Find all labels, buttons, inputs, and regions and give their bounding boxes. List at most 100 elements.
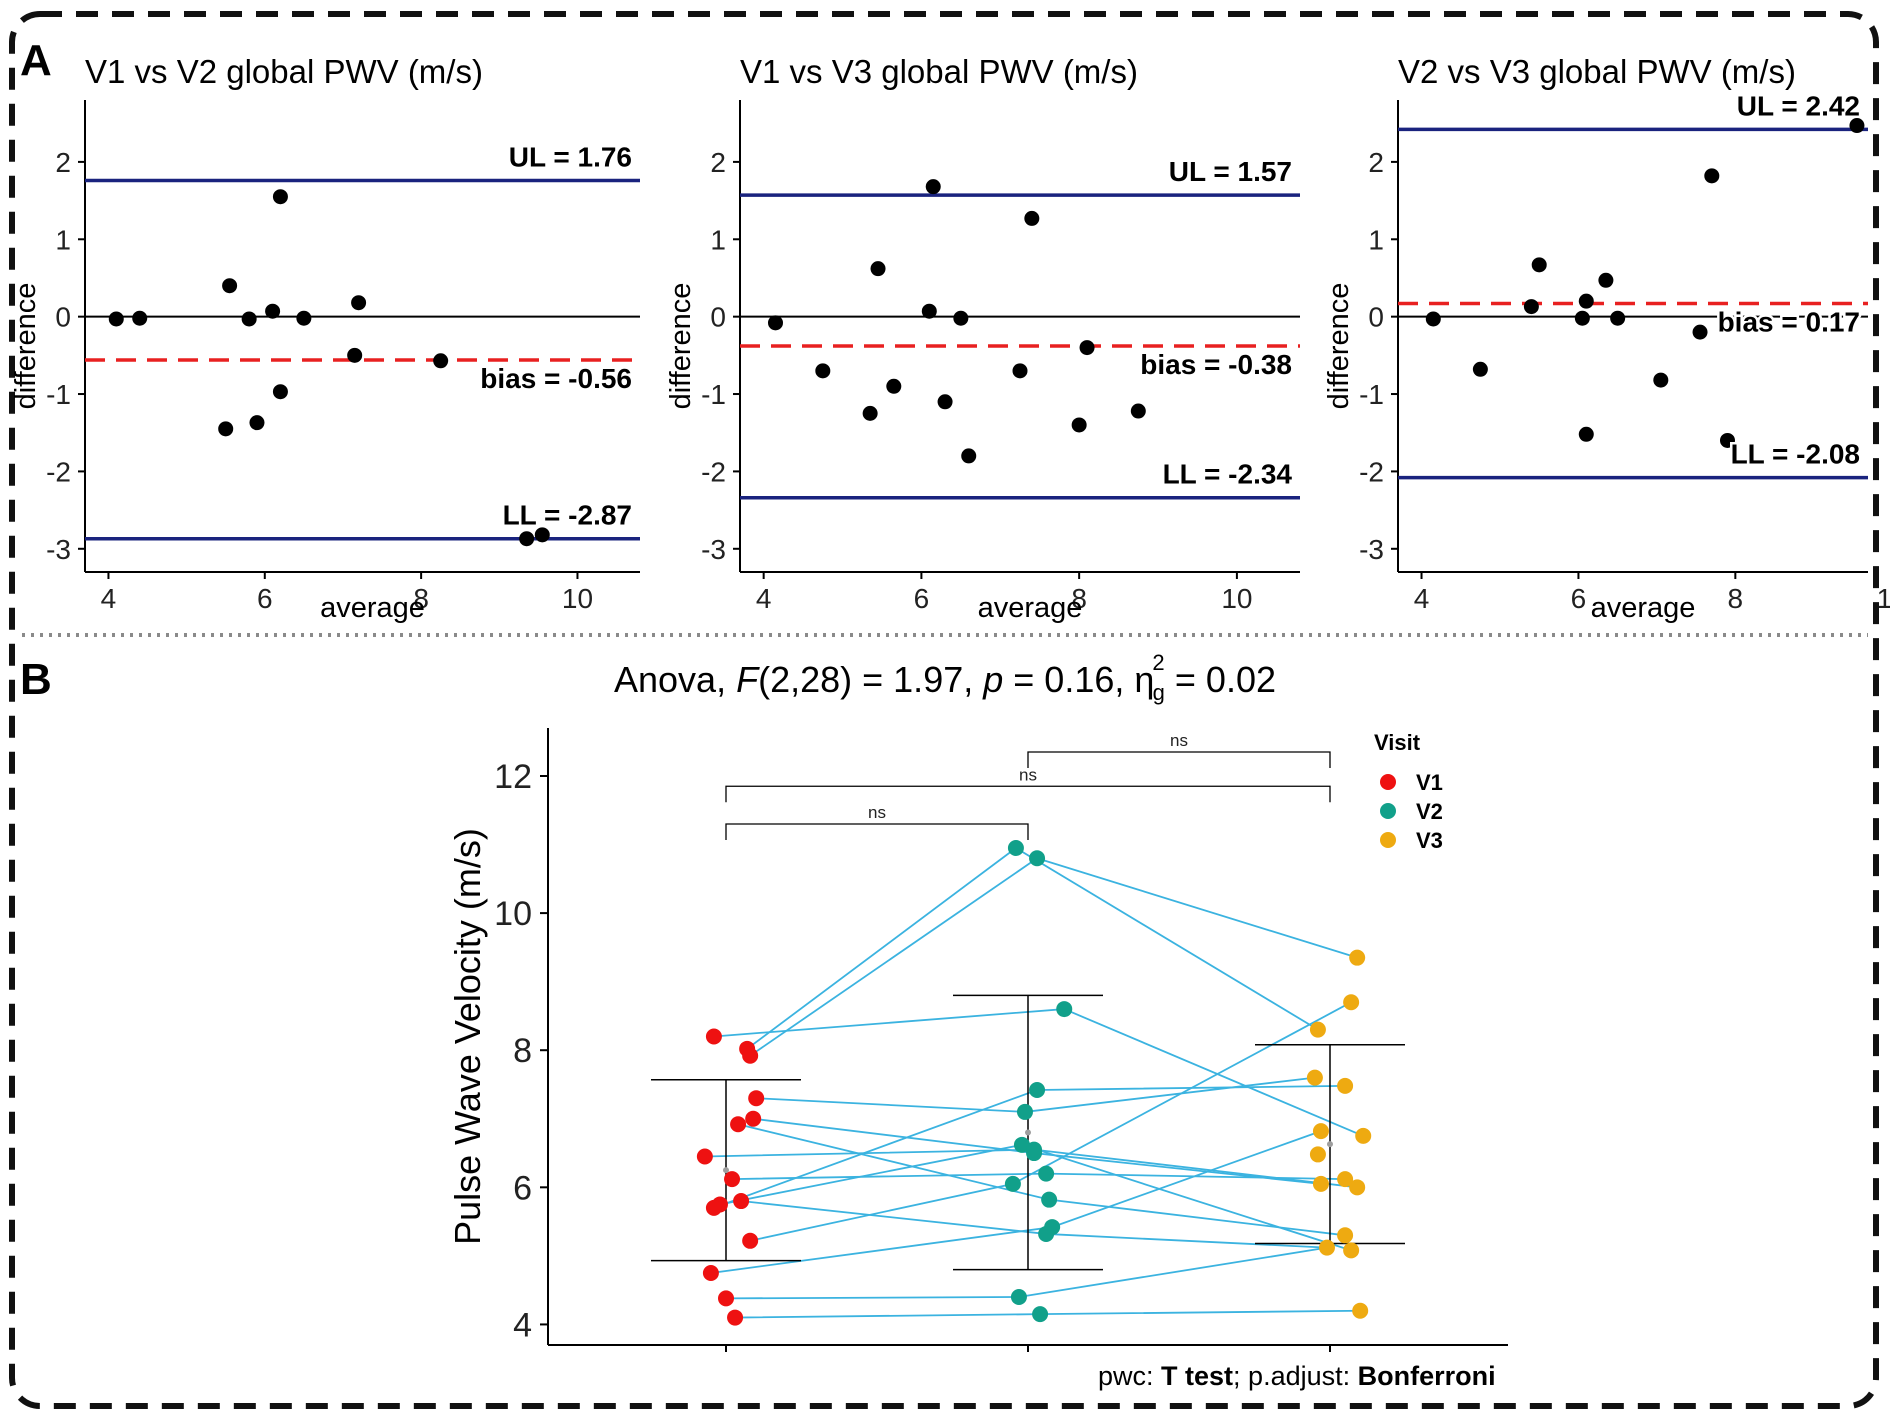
y-tick-label: 4	[513, 1306, 532, 1344]
data-point-v2	[1007, 839, 1024, 856]
x-tick-label: 8	[1071, 583, 1087, 614]
data-point-v2	[1032, 1306, 1049, 1323]
y-axis-label: difference	[10, 283, 42, 410]
data-point	[433, 353, 449, 369]
data-point-v3	[1352, 1302, 1369, 1319]
data-point-v3	[1337, 1227, 1354, 1244]
data-point	[1719, 432, 1735, 448]
legend-marker-v2	[1380, 803, 1396, 819]
data-point	[1574, 310, 1590, 326]
data-point-v1	[705, 1199, 722, 1216]
x-tick-label: 4	[101, 583, 117, 614]
data-point	[1079, 340, 1095, 356]
x-tick-label: 8	[413, 583, 429, 614]
data-point-v3	[1349, 1179, 1366, 1196]
data-point-v3	[1306, 1069, 1323, 1086]
data-point	[921, 303, 937, 319]
x-axis-label: average	[1591, 592, 1696, 624]
data-point-v3	[1355, 1127, 1372, 1144]
data-point-v1	[745, 1110, 762, 1127]
significance-label: ns	[868, 803, 886, 822]
data-point	[1578, 293, 1594, 309]
data-point	[272, 189, 288, 205]
significance-bracket	[1027, 751, 1331, 768]
x-tick-label: 4	[1414, 583, 1430, 614]
y-tick-label: -2	[46, 456, 71, 487]
bias-label: bias = -0.38	[1140, 349, 1292, 380]
ll-label: LL = -2.08	[1731, 439, 1860, 470]
data-point	[265, 303, 281, 319]
data-point-v1	[724, 1171, 741, 1188]
data-point-v1	[748, 1090, 765, 1107]
data-point	[218, 421, 234, 437]
y-tick-label: -1	[701, 379, 726, 410]
data-point-v2	[1029, 1081, 1046, 1098]
mean-marker	[1327, 1141, 1333, 1148]
y-tick-label: 0	[1368, 302, 1384, 333]
data-point	[241, 311, 257, 327]
x-axis-label: average	[978, 592, 1083, 624]
bias-label: bias = -0.56	[480, 363, 632, 394]
y-tick-label: -2	[701, 456, 726, 487]
y-tick-label: 6	[513, 1169, 532, 1207]
x-tick-label: 10	[1221, 583, 1252, 614]
data-point	[1578, 426, 1594, 442]
data-point	[1425, 311, 1441, 327]
data-point-v3	[1309, 1146, 1326, 1163]
y-tick-label: 0	[55, 302, 71, 333]
data-point-v1	[702, 1265, 719, 1282]
data-point	[937, 394, 953, 410]
data-point-v2	[1010, 1289, 1027, 1306]
data-point-v2	[1029, 850, 1046, 867]
significance-label: ns	[1170, 731, 1188, 750]
data-point-v2	[1004, 1175, 1021, 1192]
data-point-v1	[705, 1028, 722, 1045]
figure-border	[9, 11, 1879, 1409]
ul-label: UL = 1.57	[1169, 156, 1292, 187]
bland-altman-plot-v1-v2: V1 vs V2 global PWV (m/s) -3 -2 -1 0 1 2 4 6 8 10 a…	[10, 53, 640, 624]
data-point-v3	[1343, 1242, 1360, 1259]
legend-title: Visit	[1374, 730, 1421, 755]
data-point	[1024, 210, 1040, 226]
data-point-v2	[1016, 1103, 1033, 1120]
y-tick-label: 1	[710, 224, 726, 255]
data-point	[1472, 361, 1488, 377]
data-point	[108, 311, 124, 327]
data-point-v3	[1318, 1239, 1335, 1256]
y-tick-label: 2	[55, 147, 71, 178]
data-point	[1531, 257, 1547, 273]
ul-label: UL = 2.42	[1737, 90, 1860, 121]
x-tick-label: 6	[1571, 583, 1587, 614]
legend-marker-v3	[1380, 832, 1396, 848]
data-point	[249, 415, 265, 431]
data-point	[272, 384, 288, 400]
significance-bracket	[725, 785, 1331, 803]
y-tick-label: 1	[1368, 224, 1384, 255]
data-point-v1	[730, 1116, 747, 1133]
y-tick-label: 1	[55, 224, 71, 255]
ul-label: UL = 1.76	[509, 141, 632, 172]
legend-label-v2: V2	[1416, 799, 1443, 824]
data-point	[1610, 310, 1626, 326]
data-point-v3	[1309, 1021, 1326, 1038]
data-point	[351, 295, 367, 311]
data-point-v1	[718, 1290, 734, 1307]
y-tick-label: -3	[46, 534, 71, 565]
data-point	[953, 310, 969, 326]
y-tick-label: -1	[1359, 379, 1384, 410]
data-point	[1071, 417, 1087, 433]
plot-title: V1 vs V2 global PWV (m/s)	[85, 53, 483, 90]
pwc-caption: pwc: T test; p.adjust: Bonferroni	[1098, 1361, 1496, 1391]
data-point-v2	[1013, 1136, 1030, 1153]
data-point	[1704, 168, 1720, 184]
significance-bracket	[725, 823, 1029, 840]
data-point-v1	[742, 1232, 759, 1249]
legend-marker-v1	[1380, 774, 1396, 790]
panel-b-label: B	[20, 655, 52, 704]
data-point-v3	[1337, 1077, 1354, 1094]
data-point-v2	[1041, 1191, 1058, 1208]
data-point	[519, 531, 535, 547]
x-tick-label: 6	[257, 583, 273, 614]
bland-altman-plot-v1-v3: V1 vs V3 global PWV (m/s) -3 -2 -1 0 1 2 4 6 8 10 a…	[665, 53, 1300, 624]
ll-label: LL = -2.34	[1163, 459, 1293, 490]
